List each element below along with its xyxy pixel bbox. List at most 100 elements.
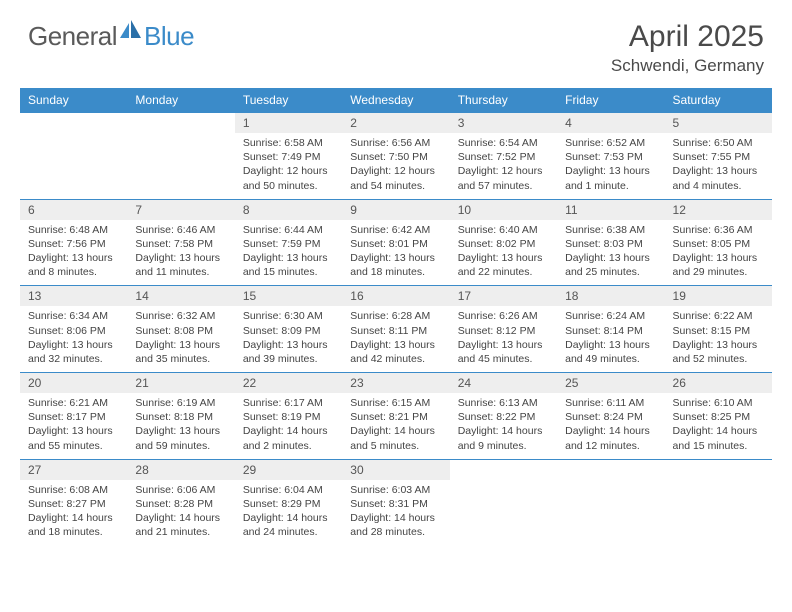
- day-number-cell: 12: [665, 199, 772, 220]
- day-number-cell: 27: [20, 459, 127, 480]
- day-content-cell: [665, 480, 772, 546]
- day-number-cell: [665, 459, 772, 480]
- day-content-cell: Sunrise: 6:03 AMSunset: 8:31 PMDaylight:…: [342, 480, 449, 546]
- sunrise-line: Sunrise: 6:32 AM: [135, 309, 226, 323]
- sunset-line: Sunset: 8:18 PM: [135, 410, 226, 424]
- sunrise-line: Sunrise: 6:21 AM: [28, 396, 119, 410]
- sunrise-line: Sunrise: 6:42 AM: [350, 223, 441, 237]
- sunset-line: Sunset: 7:52 PM: [458, 150, 549, 164]
- sunrise-line: Sunrise: 6:58 AM: [243, 136, 334, 150]
- day-number-cell: 23: [342, 373, 449, 394]
- day-number-cell: 10: [450, 199, 557, 220]
- day-content-cell: Sunrise: 6:21 AMSunset: 8:17 PMDaylight:…: [20, 393, 127, 459]
- logo-text-blue: Blue: [144, 21, 194, 52]
- logo: General Blue: [28, 20, 194, 53]
- day-number-cell: 26: [665, 373, 772, 394]
- sunrise-line: Sunrise: 6:52 AM: [565, 136, 656, 150]
- day-number-cell: 8: [235, 199, 342, 220]
- day-number-cell: [20, 113, 127, 134]
- sunrise-line: Sunrise: 6:11 AM: [565, 396, 656, 410]
- day-content-cell: Sunrise: 6:19 AMSunset: 8:18 PMDaylight:…: [127, 393, 234, 459]
- sunrise-line: Sunrise: 6:38 AM: [565, 223, 656, 237]
- sunset-line: Sunset: 8:29 PM: [243, 497, 334, 511]
- sunset-line: Sunset: 8:22 PM: [458, 410, 549, 424]
- day-content-cell: Sunrise: 6:04 AMSunset: 8:29 PMDaylight:…: [235, 480, 342, 546]
- day-number-cell: 1: [235, 113, 342, 134]
- day-content-cell: Sunrise: 6:11 AMSunset: 8:24 PMDaylight:…: [557, 393, 664, 459]
- week-daynum-row: 27282930: [20, 459, 772, 480]
- day-content-cell: Sunrise: 6:15 AMSunset: 8:21 PMDaylight:…: [342, 393, 449, 459]
- day-number-cell: 30: [342, 459, 449, 480]
- day-number-cell: [450, 459, 557, 480]
- week-daynum-row: 6789101112: [20, 199, 772, 220]
- day-content-cell: Sunrise: 6:42 AMSunset: 8:01 PMDaylight:…: [342, 220, 449, 286]
- day-number-cell: 6: [20, 199, 127, 220]
- sunrise-line: Sunrise: 6:08 AM: [28, 483, 119, 497]
- daylight-line: Daylight: 13 hours and 25 minutes.: [565, 251, 656, 279]
- day-content-cell: Sunrise: 6:17 AMSunset: 8:19 PMDaylight:…: [235, 393, 342, 459]
- day-content-cell: Sunrise: 6:24 AMSunset: 8:14 PMDaylight:…: [557, 306, 664, 372]
- daylight-line: Daylight: 13 hours and 45 minutes.: [458, 338, 549, 366]
- sunset-line: Sunset: 8:01 PM: [350, 237, 441, 251]
- daylight-line: Daylight: 14 hours and 28 minutes.: [350, 511, 441, 539]
- daylight-line: Daylight: 13 hours and 22 minutes.: [458, 251, 549, 279]
- day-content-cell: Sunrise: 6:34 AMSunset: 8:06 PMDaylight:…: [20, 306, 127, 372]
- daylight-line: Daylight: 14 hours and 18 minutes.: [28, 511, 119, 539]
- day-content-cell: Sunrise: 6:10 AMSunset: 8:25 PMDaylight:…: [665, 393, 772, 459]
- day-content-cell: Sunrise: 6:48 AMSunset: 7:56 PMDaylight:…: [20, 220, 127, 286]
- day-content-cell: Sunrise: 6:06 AMSunset: 8:28 PMDaylight:…: [127, 480, 234, 546]
- day-content-cell: Sunrise: 6:58 AMSunset: 7:49 PMDaylight:…: [235, 133, 342, 199]
- day-number-cell: 7: [127, 199, 234, 220]
- day-content-cell: [557, 480, 664, 546]
- day-number-cell: 20: [20, 373, 127, 394]
- sunrise-line: Sunrise: 6:03 AM: [350, 483, 441, 497]
- logo-text-general: General: [28, 21, 117, 52]
- week-daynum-row: 13141516171819: [20, 286, 772, 307]
- daylight-line: Daylight: 14 hours and 2 minutes.: [243, 424, 334, 452]
- day-number-cell: 13: [20, 286, 127, 307]
- daylight-line: Daylight: 13 hours and 39 minutes.: [243, 338, 334, 366]
- day-content-cell: Sunrise: 6:08 AMSunset: 8:27 PMDaylight:…: [20, 480, 127, 546]
- sunset-line: Sunset: 8:12 PM: [458, 324, 549, 338]
- weekday-header-row: SundayMondayTuesdayWednesdayThursdayFrid…: [20, 88, 772, 113]
- day-number-cell: [127, 113, 234, 134]
- daylight-line: Daylight: 14 hours and 9 minutes.: [458, 424, 549, 452]
- day-content-cell: Sunrise: 6:32 AMSunset: 8:08 PMDaylight:…: [127, 306, 234, 372]
- daylight-line: Daylight: 12 hours and 54 minutes.: [350, 164, 441, 192]
- daylight-line: Daylight: 13 hours and 11 minutes.: [135, 251, 226, 279]
- day-number-cell: 19: [665, 286, 772, 307]
- day-content-cell: Sunrise: 6:40 AMSunset: 8:02 PMDaylight:…: [450, 220, 557, 286]
- calendar-table: SundayMondayTuesdayWednesdayThursdayFrid…: [20, 88, 772, 545]
- location: Schwendi, Germany: [611, 56, 764, 76]
- daylight-line: Daylight: 13 hours and 49 minutes.: [565, 338, 656, 366]
- sunrise-line: Sunrise: 6:22 AM: [673, 309, 764, 323]
- sunset-line: Sunset: 8:25 PM: [673, 410, 764, 424]
- logo-sail-icon: [120, 20, 142, 43]
- daylight-line: Daylight: 13 hours and 59 minutes.: [135, 424, 226, 452]
- daylight-line: Daylight: 13 hours and 35 minutes.: [135, 338, 226, 366]
- day-content-cell: Sunrise: 6:54 AMSunset: 7:52 PMDaylight:…: [450, 133, 557, 199]
- daylight-line: Daylight: 13 hours and 15 minutes.: [243, 251, 334, 279]
- title-block: April 2025 Schwendi, Germany: [611, 20, 764, 76]
- day-number-cell: 15: [235, 286, 342, 307]
- sunrise-line: Sunrise: 6:46 AM: [135, 223, 226, 237]
- week-content-row: Sunrise: 6:48 AMSunset: 7:56 PMDaylight:…: [20, 220, 772, 286]
- sunset-line: Sunset: 8:03 PM: [565, 237, 656, 251]
- day-number-cell: 24: [450, 373, 557, 394]
- day-number-cell: [557, 459, 664, 480]
- daylight-line: Daylight: 13 hours and 4 minutes.: [673, 164, 764, 192]
- day-content-cell: Sunrise: 6:56 AMSunset: 7:50 PMDaylight:…: [342, 133, 449, 199]
- day-content-cell: Sunrise: 6:36 AMSunset: 8:05 PMDaylight:…: [665, 220, 772, 286]
- day-number-cell: 16: [342, 286, 449, 307]
- week-content-row: Sunrise: 6:21 AMSunset: 8:17 PMDaylight:…: [20, 393, 772, 459]
- sunrise-line: Sunrise: 6:44 AM: [243, 223, 334, 237]
- day-content-cell: Sunrise: 6:30 AMSunset: 8:09 PMDaylight:…: [235, 306, 342, 372]
- day-content-cell: [127, 133, 234, 199]
- sunset-line: Sunset: 8:15 PM: [673, 324, 764, 338]
- sunset-line: Sunset: 7:59 PM: [243, 237, 334, 251]
- day-content-cell: Sunrise: 6:26 AMSunset: 8:12 PMDaylight:…: [450, 306, 557, 372]
- day-number-cell: 5: [665, 113, 772, 134]
- day-content-cell: Sunrise: 6:22 AMSunset: 8:15 PMDaylight:…: [665, 306, 772, 372]
- week-daynum-row: 12345: [20, 113, 772, 134]
- sunrise-line: Sunrise: 6:34 AM: [28, 309, 119, 323]
